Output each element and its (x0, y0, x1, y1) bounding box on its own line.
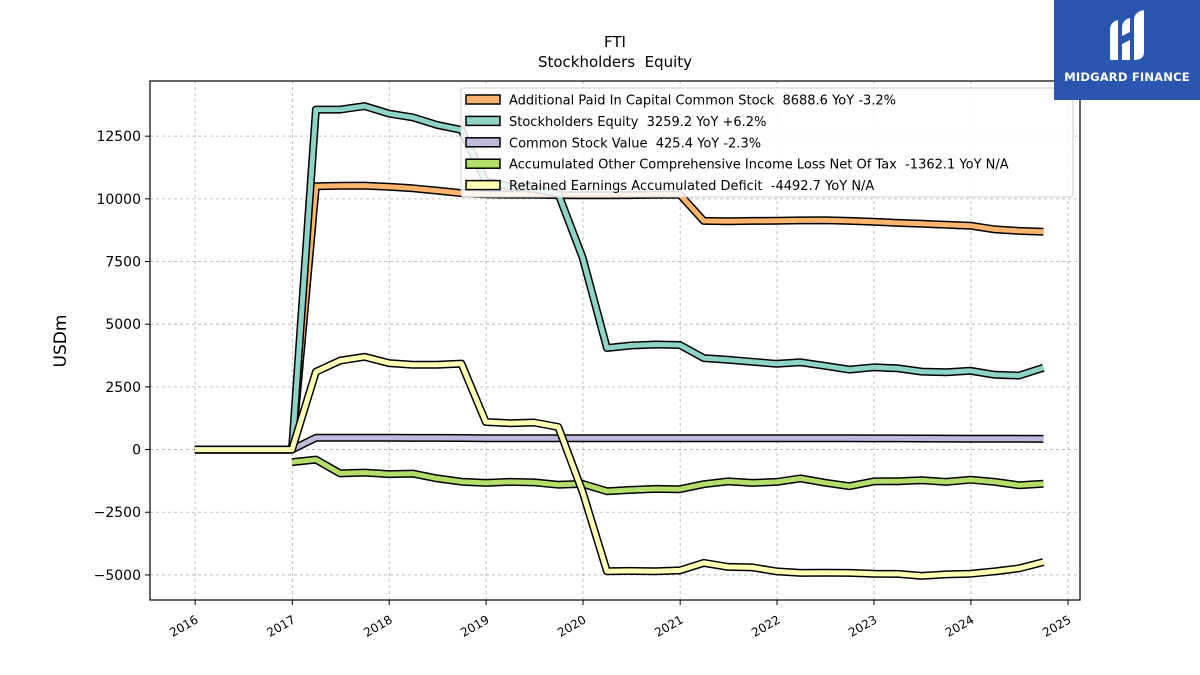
series-line-1 (194, 102, 1045, 454)
legend-item: Stockholders Equity 3259.2 YoY +6.2% (465, 115, 766, 130)
legend-label: Additional Paid In Capital Common Stock … (509, 94, 896, 109)
legend-swatch (465, 179, 501, 191)
brand-logo: MIDGARD FINANCE (1054, 0, 1200, 100)
series-stroke (194, 435, 1044, 453)
legend-item: Additional Paid In Capital Common Stock … (465, 94, 896, 109)
series-line-2 (194, 433, 1044, 454)
legend-label: Retained Earnings Accumulated Deficit -4… (509, 179, 874, 194)
legend-swatch (465, 158, 501, 169)
legend-frame (460, 87, 1074, 198)
brand-name: MIDGARD FINANCE (1064, 70, 1190, 84)
y-tick-label: 10000 (96, 192, 141, 208)
y-axis-label: USDm (51, 315, 71, 368)
y-tick-label: −5000 (94, 568, 141, 584)
plot-area-frame (149, 80, 1081, 601)
y-tick-label: 2500 (105, 380, 141, 396)
midgard-m-logo-icon (1110, 10, 1144, 60)
y-tick-label: 7500 (105, 255, 141, 271)
chart-subtitle: Stockholders Equity (538, 53, 692, 71)
legend-label: Common Stock Value 425.4 YoY -2.3% (509, 136, 761, 151)
series-line-4 (194, 352, 1045, 580)
y-tick-label: 12500 (96, 129, 141, 145)
y-tick-label: 0 (132, 443, 141, 459)
series-line-3 (291, 455, 1044, 496)
series-stroke (194, 103, 1045, 453)
y-tick-label: −2500 (94, 505, 141, 521)
series-stroke (291, 457, 1044, 494)
chart-legend: Additional Paid In Capital Common Stock … (460, 87, 1074, 198)
y-tick-label: 5000 (105, 317, 141, 333)
legend-label: Stockholders Equity 3259.2 YoY +6.2% (509, 115, 766, 130)
series-lines (194, 102, 1045, 580)
chart-title: FTI (604, 33, 626, 51)
series-stroke (194, 354, 1045, 579)
legend-swatch (465, 137, 501, 148)
legend-item: Retained Earnings Accumulated Deficit -4… (465, 179, 874, 194)
legend-item: Common Stock Value 425.4 YoY -2.3% (465, 136, 761, 151)
legend-swatch (465, 94, 501, 105)
legend-item: Accumulated Other Comprehensive Income L… (465, 158, 1009, 173)
legend-swatch (465, 115, 501, 127)
legend-label: Accumulated Other Comprehensive Income L… (509, 158, 1009, 173)
